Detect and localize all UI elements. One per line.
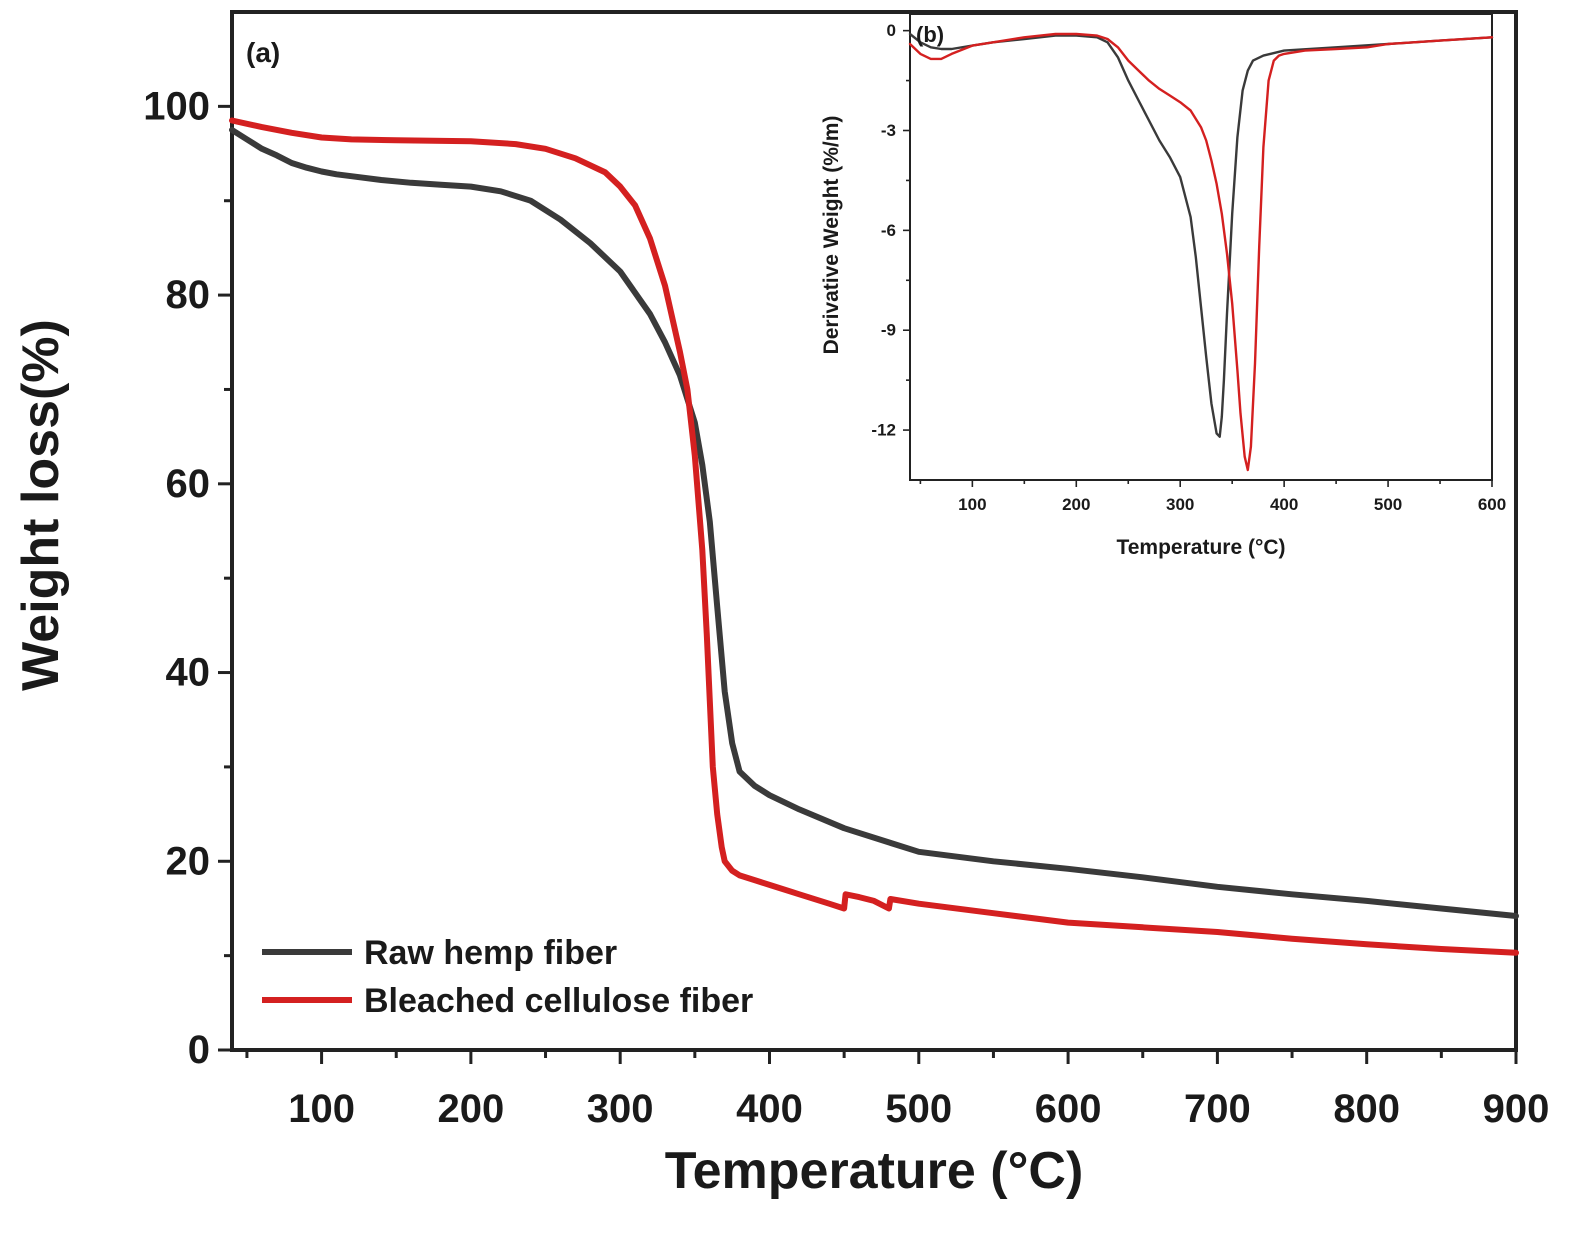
inset-chart: 100 200 300 400 500 600 0 -3 -6 -9 -12 (b) Tempera… <box>820 13 1506 559</box>
main-x-tick-label: 400 <box>736 1087 803 1131</box>
main-x-tick-label: 200 <box>438 1087 505 1131</box>
inset-y-axis-title: Derivative Weight (%/m) <box>820 116 843 355</box>
main-y-axis-title: Weight loss(%) <box>12 319 70 691</box>
main-x-tick-label: 600 <box>1035 1087 1102 1131</box>
main-y-tick-label: 40 <box>166 651 211 695</box>
main-plot-frame <box>230 10 1518 1052</box>
main-x-tick-label: 100 <box>288 1087 355 1131</box>
main-chart: 100 200 300 400 500 600 700 800 900020406080100 … <box>12 10 1549 1200</box>
main-legend: Raw hemp fiber Bleached cellulose fiber <box>254 925 814 1035</box>
inset-y-tick-label: -6 <box>881 221 896 240</box>
inset-plot-frame <box>909 13 1493 481</box>
main-series-line-bleached-cellulose-fiber <box>229 117 1519 956</box>
inset-x-axis-title: Temperature (°C) <box>1116 536 1285 559</box>
main-x-tick-label: 900 <box>1483 1087 1550 1131</box>
inset-tick-labels: 100 200 300 400 500 600 0 -3 -6 -9 -12 <box>871 21 1506 514</box>
main-x-tick-label: 300 <box>587 1087 654 1131</box>
inset-x-tick-label: 200 <box>1062 495 1090 514</box>
inset-x-tick-label: 400 <box>1270 495 1298 514</box>
inset-y-tick-label: 0 <box>887 21 896 40</box>
inset-series-line-bleached-cellulose-fiber <box>908 32 1494 472</box>
inset-y-tick-label: -12 <box>871 421 896 440</box>
main-x-axis-title: Temperature (°C) <box>665 1142 1084 1200</box>
inset-panel-label: (b) <box>916 22 944 47</box>
legend-label-bleached: Bleached cellulose fiber <box>364 982 753 1020</box>
legend-box <box>254 925 814 1035</box>
inset-y-tick-label: -9 <box>881 321 896 340</box>
main-y-tick-label: 20 <box>166 839 211 883</box>
main-y-tick-label: 80 <box>166 273 211 317</box>
main-ticks <box>218 104 1518 1064</box>
inset-x-tick-label: 300 <box>1166 495 1194 514</box>
inset-y-tick-label: -3 <box>881 121 896 140</box>
inset-series-lines <box>908 32 1494 472</box>
main-y-tick-label: 60 <box>166 462 211 506</box>
main-panel-label: (a) <box>246 37 280 68</box>
main-x-tick-label: 500 <box>885 1087 952 1131</box>
inset-x-tick-label: 600 <box>1478 495 1506 514</box>
main-series-lines <box>229 117 1519 956</box>
main-x-tick-label: 800 <box>1333 1087 1400 1131</box>
inset-ticks <box>903 29 1493 487</box>
inset-x-tick-label: 100 <box>958 495 986 514</box>
legend-label-raw: Raw hemp fiber <box>364 934 617 972</box>
main-x-tick-label: 700 <box>1184 1087 1251 1131</box>
inset-background <box>910 14 1492 480</box>
main-y-tick-label: 0 <box>188 1028 210 1072</box>
inset-x-tick-label: 500 <box>1374 495 1402 514</box>
main-tick-labels: 100 200 300 400 500 600 700 800 900 0 20 40 60 80 100 <box>143 84 1549 1131</box>
main-y-tick-label: 100 <box>143 84 210 128</box>
